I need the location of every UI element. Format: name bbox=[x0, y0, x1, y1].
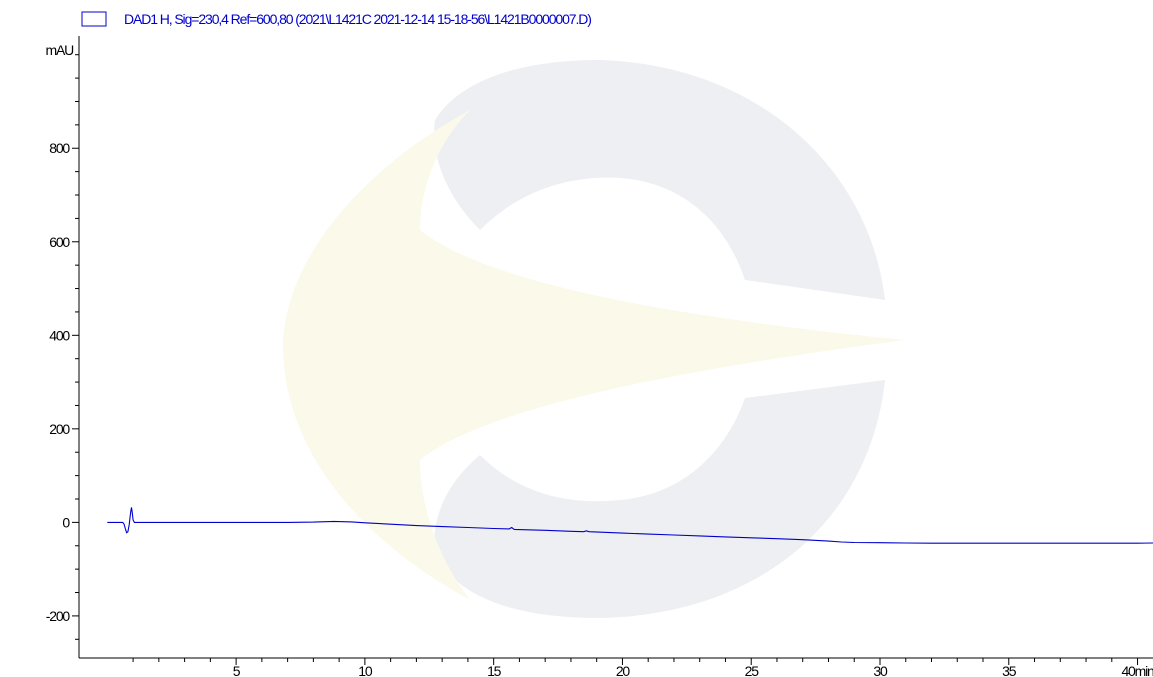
legend-label: DAD1 H, Sig=230,4 Ref=600,80 (2021\L1421… bbox=[124, 11, 591, 27]
chart-axes bbox=[72, 36, 1153, 665]
x-tick-label: 15 bbox=[487, 663, 502, 677]
chart-labels: 5 10 15 20 25 30 35 40min -200 0 200 400 600 800 mAU bbox=[45, 42, 1153, 677]
x-tick-label: 30 bbox=[873, 663, 888, 677]
x-tick-label: 40min bbox=[1121, 663, 1153, 677]
series-line bbox=[107, 507, 1153, 544]
x-tick-label: 35 bbox=[1002, 663, 1017, 677]
watermark-upper-arc bbox=[434, 60, 885, 300]
x-tick-label: 5 bbox=[233, 663, 241, 677]
chart-legend: DAD1 H, Sig=230,4 Ref=600,80 (2021\L1421… bbox=[81, 11, 592, 27]
y-tick-label: 0 bbox=[62, 514, 70, 530]
watermark-logo bbox=[283, 60, 905, 618]
x-tick-label: 10 bbox=[358, 663, 373, 677]
y-tick-label: 800 bbox=[49, 140, 70, 156]
y-tick-label: 600 bbox=[49, 234, 70, 250]
y-tick-label: 400 bbox=[49, 327, 70, 343]
y-axis-label: mAU bbox=[45, 42, 74, 58]
x-tick-label: 25 bbox=[745, 663, 760, 677]
y-tick-label: 200 bbox=[49, 421, 70, 437]
y-tick-label: -200 bbox=[46, 608, 71, 624]
watermark-lower-arc bbox=[434, 380, 885, 618]
watermark-left-wedge bbox=[283, 110, 905, 600]
legend-swatch bbox=[81, 11, 107, 27]
x-tick-label: 20 bbox=[616, 663, 631, 677]
series-layer bbox=[107, 507, 1153, 544]
